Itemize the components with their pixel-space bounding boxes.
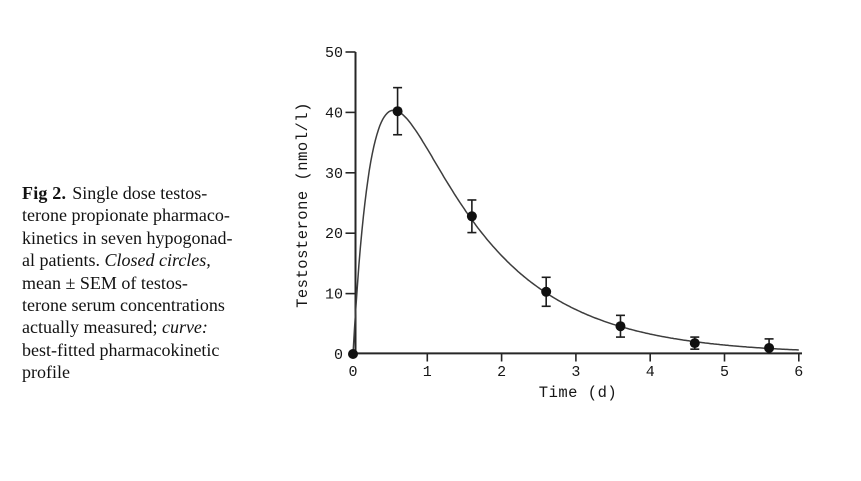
caption-text: al patients. <box>22 250 105 271</box>
y-tick-label: 50 <box>325 45 343 62</box>
y-axis-title: Testosterone (nmol/l) <box>294 102 312 308</box>
y-tick-label: 40 <box>325 105 343 122</box>
caption-emphasis: Closed circles, <box>104 250 211 271</box>
data-point <box>392 106 403 117</box>
caption-line: profile <box>22 361 322 383</box>
caption-text: Single dose testos- <box>72 183 208 203</box>
caption-text: mean ± SEM of testos- <box>22 272 188 293</box>
data-point <box>466 211 477 222</box>
y-tick-label: 10 <box>325 287 343 304</box>
caption-text: actually measured; <box>22 317 162 338</box>
caption-line: best-fitted pharmacokinetic <box>22 339 322 361</box>
y-tick-label: 0 <box>334 347 343 364</box>
caption-text: terone propionate pharmaco- <box>22 205 230 226</box>
plot-axes: 0 10 20 30 40 50 0 1 2 3 4 5 6 <box>325 45 803 381</box>
caption-emphasis: curve: <box>161 317 208 338</box>
plot-points-group <box>348 86 775 359</box>
x-tick-label: 6 <box>794 364 803 381</box>
x-tick-label: 2 <box>497 364 506 381</box>
caption-line: terone propionate pharmaco- <box>22 204 322 226</box>
x-tick-label: 3 <box>571 364 580 381</box>
caption-text: terone serum concentrations <box>22 295 225 316</box>
x-tick-label: 1 <box>423 364 432 381</box>
data-point <box>541 286 552 297</box>
caption-line: Fig 2. Single dose testos- <box>22 182 322 204</box>
caption-line: actually measured; curve: <box>22 316 322 338</box>
data-point <box>348 349 358 359</box>
plot-curve-group <box>352 109 799 355</box>
y-tick-label: 30 <box>325 166 343 183</box>
x-axis-title: Time (d) <box>539 384 617 402</box>
y-tick-label: 20 <box>325 226 343 243</box>
x-tick-label: 5 <box>720 364 729 381</box>
caption-line: al patients. Closed circles, <box>22 249 322 271</box>
caption-text: best-fitted pharmacokinetic <box>22 339 220 360</box>
caption-line: terone serum concentrations <box>22 294 322 316</box>
x-tick-label: 0 <box>348 364 357 381</box>
caption-text: profile <box>22 362 70 383</box>
fitted-curve <box>352 109 799 355</box>
figure-caption: Fig 2. Single dose testos-terone propiona… <box>22 182 322 384</box>
data-point <box>764 342 775 353</box>
caption-figure-label: Fig 2. <box>22 183 67 203</box>
caption-text: kinetics in seven hypogonad- <box>22 227 233 248</box>
caption-line: kinetics in seven hypogonad- <box>22 227 322 249</box>
data-point <box>689 338 700 349</box>
x-tick-label: 4 <box>646 364 655 381</box>
caption-line: mean ± SEM of testos- <box>22 272 322 294</box>
data-point <box>615 321 626 332</box>
